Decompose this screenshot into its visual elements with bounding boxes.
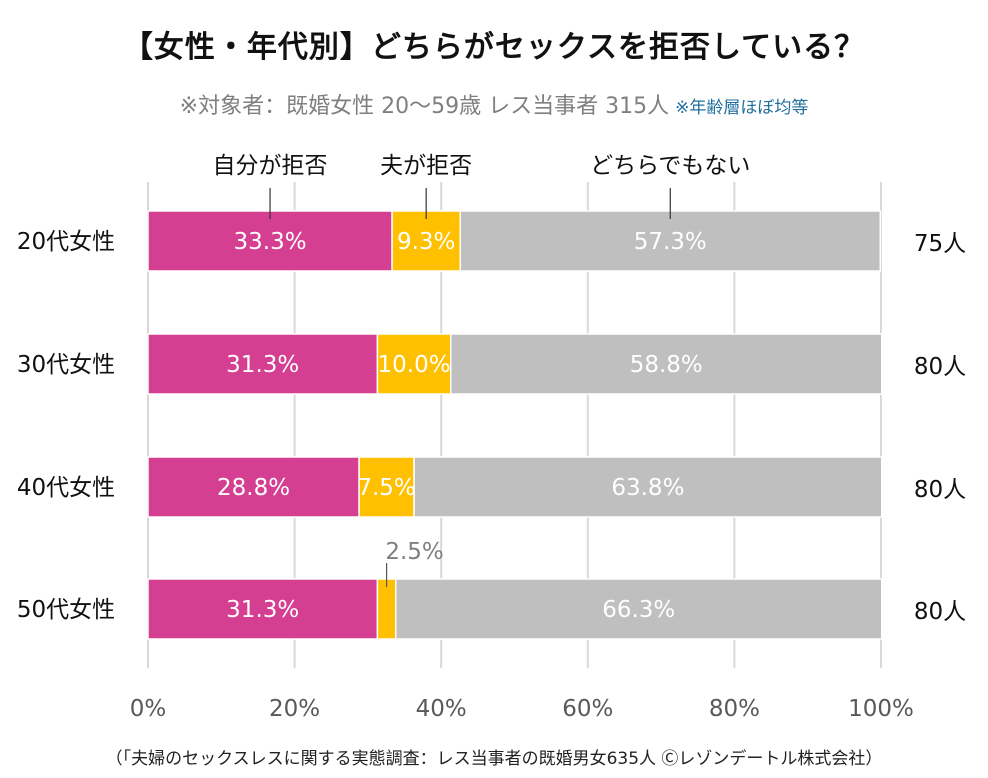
bar-value-label: 31.3% <box>226 352 299 378</box>
category-label: 40代女性 <box>17 475 115 501</box>
legend-label: どちらでもない <box>590 153 750 179</box>
chart-title: 【女性・年代別】どちらがセックスを拒否している？ <box>122 30 866 65</box>
bar-segment <box>413 456 883 518</box>
bar-segment <box>395 578 883 640</box>
x-tick-label: 60% <box>562 696 613 722</box>
x-tick-label: 80% <box>709 696 760 722</box>
chart-subtitle: ※対象者：既婚女性 20〜59歳 レス当事者 315人 ※年齢層ほぼ均等 <box>0 88 988 120</box>
bar-segment <box>449 333 883 395</box>
bar-value-label: 28.8% <box>217 475 290 501</box>
bar-value-label: 31.3% <box>226 597 299 623</box>
bar-value-label: 63.8% <box>611 475 684 501</box>
legend-label: 夫が拒否 <box>380 153 472 179</box>
bar-segment <box>376 578 397 640</box>
respondent-count: 75人 <box>914 231 966 257</box>
x-tick-label: 20% <box>269 696 320 722</box>
x-tick-label: 100% <box>848 696 914 722</box>
respondent-count: 80人 <box>914 354 966 380</box>
subtitle-note: ※年齢層ほぼ均等 <box>675 98 809 118</box>
bar-value-label: 58.8% <box>630 352 703 378</box>
x-tick-label: 40% <box>416 696 467 722</box>
respondent-count: 80人 <box>914 477 966 503</box>
bar-value-label: 7.5% <box>357 475 415 501</box>
legend-label: 自分が拒否 <box>213 153 328 179</box>
bar-value-label: 57.3% <box>634 229 707 255</box>
respondent-count: 80人 <box>914 599 966 625</box>
bar-segment <box>376 333 452 395</box>
category-label: 50代女性 <box>17 597 115 623</box>
bar-value-label: 66.3% <box>602 597 675 623</box>
bar-segment <box>147 456 360 518</box>
x-tick-label: 0% <box>130 696 167 722</box>
bar-value-label: 33.3% <box>234 229 307 255</box>
category-label: 20代女性 <box>17 229 115 255</box>
bar-value-label: 10.0% <box>378 352 451 378</box>
bar-value-label: 2.5% <box>385 539 443 565</box>
source-footer: （「夫婦のセックスレスに関する実態調査：レス当事者の既婚男女635人 Ⓒレゾンデ… <box>105 749 883 769</box>
bar-value-label: 9.3% <box>397 229 455 255</box>
category-label: 30代女性 <box>17 352 115 378</box>
bar-segment <box>147 333 379 395</box>
subtitle-text: ※対象者：既婚女性 20〜59歳 レス当事者 315人 <box>179 94 670 119</box>
